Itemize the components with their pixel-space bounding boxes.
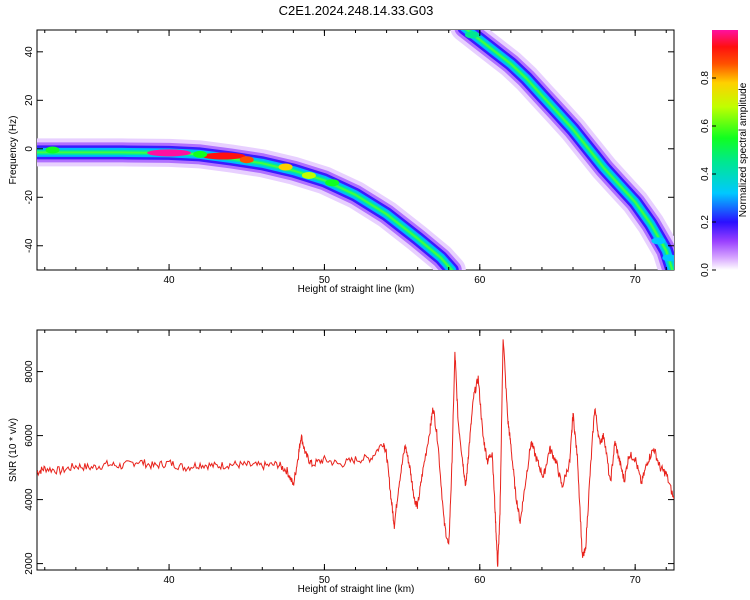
spectrogram-y-axis-label: Frequency (Hz) <box>8 116 19 185</box>
snr-axes: 40 50 60 70 8000 6000 4000 2000 <box>24 330 674 586</box>
figure-title: C2E1.2024.248.14.33.G03 <box>279 3 434 18</box>
spectrogram-y-tick-label: -40 <box>24 238 35 253</box>
spectrogram-peak <box>239 156 254 164</box>
colorbar-ticks: 0.0 0.2 0.4 0.6 0.8 <box>700 71 716 277</box>
spectrogram-peak <box>651 237 666 245</box>
snr-x-tick-label: 40 <box>163 575 175 586</box>
spectrogram-y-tick-label: -20 <box>24 190 35 205</box>
colorbar: 0.0 0.2 0.4 0.6 0.8 Normalized spectral ampl… <box>700 30 749 277</box>
snr-x-tick-label: 50 <box>319 575 331 586</box>
snr-chart: 40 50 60 70 8000 6000 4000 2000 Height of strai… <box>8 329 675 595</box>
spectrogram-trace-2-band <box>465 30 674 270</box>
colorbar-gradient <box>712 30 738 270</box>
snr-y-tick-label: 8000 <box>24 360 35 383</box>
snr-x-tick-label: 70 <box>630 575 642 586</box>
spectrogram-trace-1-band <box>37 151 453 270</box>
snr-series-line <box>37 339 674 567</box>
colorbar-tick-label: 0.4 <box>700 167 711 181</box>
snr-y-tick-label: 4000 <box>24 488 35 511</box>
spectrogram-x-tick-label: 70 <box>630 275 642 286</box>
spectrogram-peak <box>193 150 208 158</box>
spectrogram-traces <box>37 30 674 270</box>
spectrogram-x-tick-label: 40 <box>163 275 175 286</box>
colorbar-tick-label: 0.2 <box>700 215 711 229</box>
snr-x-axis-label: Height of straight line (km) <box>298 584 415 595</box>
snr-y-tick-label: 2000 <box>24 552 35 575</box>
spectrogram-peak <box>465 31 480 39</box>
spectrogram-chart: 40 50 60 70 40 20 0 -20 -40 Height of straight l… <box>8 29 675 295</box>
snr-y-tick-label: 6000 <box>24 424 35 447</box>
spectrogram-peak <box>147 149 192 157</box>
spectrogram-y-tick-label: 20 <box>24 94 35 106</box>
spectrogram-peak <box>45 146 60 154</box>
spectrogram-peak <box>201 152 246 160</box>
snr-x-tick-label: 60 <box>474 575 486 586</box>
spectrogram-x-axis-label: Height of straight line (km) <box>298 284 415 295</box>
spectrogram-peak <box>325 179 340 187</box>
spectrogram-peak <box>278 163 293 171</box>
spectrogram-y-tick-label: 40 <box>24 46 35 58</box>
colorbar-tick-label: 0.0 <box>700 263 711 277</box>
spectrogram-peak <box>662 254 674 262</box>
spectrogram-x-tick-label: 60 <box>474 275 486 286</box>
snr-y-axis-label: SNR (10 * v/v) <box>8 418 19 482</box>
spectrogram-axes: 40 50 60 70 40 20 0 -20 -40 <box>24 30 674 286</box>
snr-series <box>37 339 674 567</box>
spectrogram-x-tick-label: 50 <box>319 275 331 286</box>
snr-plot-area <box>36 329 675 571</box>
spectrogram-peak <box>301 171 316 179</box>
spectrogram-y-tick-label: 0 <box>24 146 35 152</box>
colorbar-tick-label: 0.8 <box>700 71 711 85</box>
colorbar-label: Normalized spectral amplitude <box>738 82 749 217</box>
colorbar-tick-label: 0.6 <box>700 119 711 133</box>
